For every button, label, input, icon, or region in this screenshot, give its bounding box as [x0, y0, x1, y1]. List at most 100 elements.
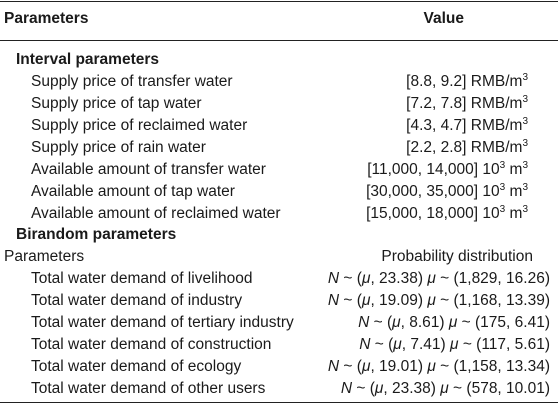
mu-distribution: ~ (175, 6.41) [457, 314, 550, 331]
dist-symbol: N [327, 292, 340, 309]
dist-symbol: N [358, 314, 370, 331]
table-row: Supply price of tap water [7.2, 7.8] RMB/… [0, 93, 558, 115]
row-label: Total water demand of livelihood [31, 270, 253, 287]
value-superscript: 3 [499, 182, 506, 193]
value-unit: m [505, 183, 523, 200]
mu-symbol: μ [361, 270, 371, 287]
mu-distribution: ~ (1,168, 13.39) [435, 292, 550, 309]
value-text: [15,000, 18,000] 10 [366, 205, 500, 222]
mu-distribution: ~ (578, 10.01) [448, 380, 550, 397]
table-header-row: Parameters Value [0, 8, 558, 30]
header-value: Value [423, 10, 465, 27]
row-distribution: N ~ (μ, 7.41) μ ~ (117, 5.61) [359, 334, 550, 356]
bottom-rule [0, 402, 558, 403]
row-label: Total water demand of other users [31, 380, 266, 397]
row-label: Supply price of tap water [31, 95, 202, 112]
mu-distribution: ~ (1,829, 16.26) [435, 270, 550, 287]
birandom-title: Birandom parameters [16, 226, 177, 243]
table-row: Total water demand of other users N ~ (μ,… [0, 378, 558, 400]
unit-superscript: 3 [522, 204, 528, 215]
row-value: [15,000, 18,000] 103 m3 [366, 203, 528, 225]
row-value: [4.3, 4.7] RMB/m3 [406, 115, 528, 137]
dist-open: ~ ( [369, 314, 393, 331]
row-value: [2.2, 2.8] RMB/m3 [406, 137, 528, 159]
value-text: [8.8, 9.2] RMB/m [406, 73, 523, 90]
dist-params: , 23.38) [383, 380, 441, 397]
value-superscript: 3 [499, 204, 506, 215]
section-birandom-title: Birandom parameters [0, 224, 558, 246]
dist-open: ~ ( [339, 292, 362, 309]
interval-title: Interval parameters [16, 51, 160, 68]
value-superscript: 3 [522, 116, 528, 127]
value-unit: m [505, 205, 523, 222]
mu-symbol: μ [448, 314, 458, 331]
mu-symbol: μ [392, 314, 401, 331]
mu-symbol: μ [427, 358, 436, 375]
mu-distribution: ~ (117, 5.61) [458, 336, 550, 353]
table-row: Total water demand of ecology N ~ (μ, 19.… [0, 356, 558, 378]
row-label: Supply price of transfer water [31, 73, 233, 90]
row-label: Available amount of reclaimed water [31, 205, 281, 222]
table-row: Supply price of transfer water [8.8, 9.2]… [0, 71, 558, 93]
dist-params: , 7.41) [401, 336, 451, 353]
row-distribution: N ~ (μ, 8.61) μ ~ (175, 6.41) [358, 312, 550, 334]
table-row: Supply price of rain water [2.2, 2.8] RMB… [0, 137, 558, 159]
row-label: Available amount of transfer water [31, 161, 266, 178]
mu-symbol: μ [440, 380, 449, 397]
dist-params: , 19.01) [370, 358, 428, 375]
subheader-parameters: Parameters [4, 248, 85, 265]
dist-symbol: N [340, 380, 353, 397]
dist-open: ~ ( [339, 270, 362, 287]
value-text: [2.2, 2.8] RMB/m [406, 139, 523, 156]
table-row: Available amount of tap water [30,000, 35… [0, 181, 558, 203]
header-rule [0, 40, 558, 41]
row-value: [8.8, 9.2] RMB/m3 [406, 71, 528, 93]
row-distribution: N ~ (μ, 19.01) μ ~ (1,158, 13.34) [328, 356, 550, 378]
section-interval-title: Interval parameters [0, 49, 558, 71]
unit-superscript: 3 [522, 160, 528, 171]
table-row: Total water demand of livelihood N ~ (μ, … [0, 268, 558, 290]
mu-symbol: μ [450, 336, 459, 353]
table-row: Supply price of reclaimed water [4.3, 4.7… [0, 115, 558, 137]
table-row: Available amount of transfer water [11,00… [0, 159, 558, 181]
table-row: Available amount of reclaimed water [15,0… [0, 203, 558, 225]
value-superscript: 3 [522, 138, 528, 149]
table-row: Total water demand of construction N ~ (μ… [0, 334, 558, 356]
row-value: [11,000, 14,000] 103 m3 [367, 159, 528, 181]
mu-symbol: μ [361, 358, 371, 375]
dist-open: ~ ( [339, 358, 362, 375]
dist-open: ~ ( [352, 380, 375, 397]
dist-params: , 8.61) [400, 314, 449, 331]
value-text: [30,000, 35,000] 10 [366, 183, 500, 200]
table-row: Total water demand of industry N ~ (μ, 19… [0, 290, 558, 312]
value-superscript: 3 [522, 72, 528, 83]
dist-symbol: N [327, 270, 340, 287]
birandom-subheader-row: Parameters Probability distribution [0, 246, 558, 268]
row-label: Supply price of reclaimed water [31, 117, 248, 134]
top-rule [0, 1, 558, 2]
unit-superscript: 3 [522, 182, 528, 193]
value-text: [11,000, 14,000] 10 [367, 161, 500, 178]
row-label: Total water demand of ecology [31, 358, 242, 375]
header-parameters: Parameters [4, 10, 89, 27]
row-label: Total water demand of industry [31, 292, 243, 309]
mu-symbol: μ [393, 336, 402, 353]
value-superscript: 3 [499, 160, 506, 171]
value-superscript: 3 [522, 94, 528, 105]
row-value: [30,000, 35,000] 103 m3 [366, 181, 528, 203]
dist-params: , 23.38) [370, 270, 428, 287]
row-value: [7.2, 7.8] RMB/m3 [406, 93, 528, 115]
row-label: Total water demand of construction [31, 336, 272, 353]
row-label: Available amount of tap water [31, 183, 235, 200]
value-unit: m [505, 161, 523, 178]
row-distribution: N ~ (μ, 23.38) μ ~ (578, 10.01) [341, 378, 550, 400]
dist-symbol: N [359, 336, 371, 353]
row-label: Supply price of rain water [31, 139, 206, 156]
row-distribution: N ~ (μ, 23.38) μ ~ (1,829, 16.26) [328, 268, 550, 290]
dist-symbol: N [327, 358, 340, 375]
dist-params: , 19.09) [370, 292, 428, 309]
mu-symbol: μ [374, 380, 384, 397]
value-text: [7.2, 7.8] RMB/m [406, 95, 523, 112]
mu-symbol: μ [361, 292, 371, 309]
